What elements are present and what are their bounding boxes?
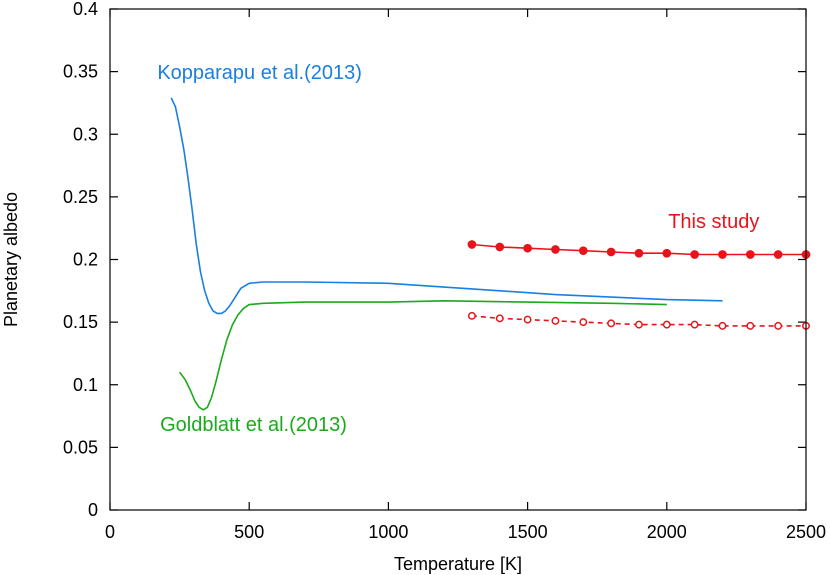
series-3-point	[635, 320, 643, 329]
series-2-point	[745, 250, 755, 259]
series-3-point	[467, 311, 476, 320]
series-2-point	[662, 248, 672, 258]
y-tick-label: 0.35	[63, 62, 98, 82]
x-axis-title: Temperature [K]	[394, 554, 522, 574]
x-tick-label: 2500	[786, 522, 826, 542]
annotation-layer: Kopparapu et al.(2013) Goldblatt et al.(…	[157, 62, 759, 436]
y-tick-label: 0.1	[73, 375, 98, 395]
series-3-point	[746, 321, 755, 330]
series-2-point	[773, 250, 783, 259]
series-2-point	[690, 250, 699, 259]
series-2-point	[634, 248, 644, 258]
x-tick-label: 2000	[647, 522, 687, 542]
x-tick-label: 1000	[368, 522, 408, 542]
y-tick-label: 0	[88, 500, 98, 520]
tick-label-layer: 0 500 1000 1500 2000 2500 0 0.05 0.1 0.15 0.2 0.25 0…	[63, 0, 826, 542]
plot-frame	[109, 8, 807, 511]
y-tick-label: 0.3	[73, 124, 98, 144]
y-tick-label: 0.05	[63, 437, 98, 457]
annotation-goldblatt: Goldblatt et al.(2013)	[160, 414, 347, 436]
series-layer	[170, 97, 811, 411]
series-2-point	[467, 240, 477, 249]
series-3-point	[662, 320, 671, 329]
series-line-1	[178, 299, 667, 411]
series-2-point	[718, 250, 727, 259]
series-line-0	[170, 97, 723, 315]
annotation-kopparapu: Kopparapu et al.(2013)	[157, 62, 362, 84]
series-2-point	[578, 246, 588, 256]
series-3-point	[495, 314, 504, 323]
y-axis-title: Planetary albedo	[1, 192, 21, 327]
y-tick-label: 0.15	[63, 312, 98, 332]
series-3-point	[523, 315, 532, 324]
series-2-point	[523, 243, 532, 253]
series-3-point	[579, 318, 588, 327]
series-3-point	[690, 320, 699, 329]
series-3-point	[774, 321, 783, 330]
series-3-point	[607, 319, 616, 328]
y-tick-label: 0.4	[73, 0, 98, 19]
y-tick-label: 0.25	[63, 187, 98, 207]
y-tick-label: 0.2	[73, 250, 98, 270]
series-2-point	[606, 247, 616, 257]
x-tick-label: 0	[105, 522, 115, 542]
x-tick-label: 1500	[508, 522, 548, 542]
x-tick-label: 500	[234, 522, 264, 542]
series-3-point	[718, 321, 727, 330]
annotation-this-study: This study	[668, 211, 759, 233]
series-2-point	[551, 245, 560, 254]
series-3-point	[551, 316, 560, 325]
series-2-point	[495, 242, 505, 252]
